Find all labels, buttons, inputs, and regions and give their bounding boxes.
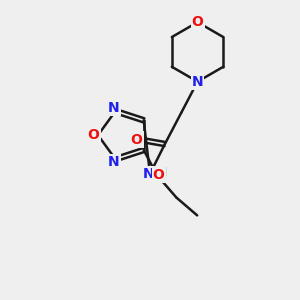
Text: O: O bbox=[153, 168, 164, 182]
Text: N: N bbox=[108, 155, 120, 169]
Text: N: N bbox=[108, 101, 120, 115]
Text: O: O bbox=[131, 133, 142, 147]
Text: O: O bbox=[192, 15, 203, 29]
Text: N: N bbox=[143, 167, 154, 181]
Text: H: H bbox=[157, 166, 168, 179]
Text: O: O bbox=[88, 128, 100, 142]
Text: N: N bbox=[192, 75, 203, 88]
